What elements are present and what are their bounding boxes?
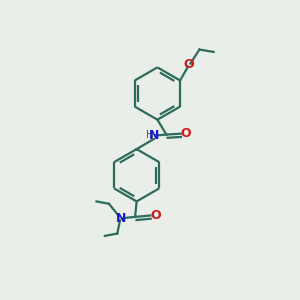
Text: H: H bbox=[146, 130, 154, 140]
Text: N: N bbox=[149, 129, 160, 142]
Text: O: O bbox=[184, 58, 194, 71]
Text: O: O bbox=[180, 127, 191, 140]
Text: N: N bbox=[116, 212, 126, 225]
Text: O: O bbox=[150, 209, 161, 222]
